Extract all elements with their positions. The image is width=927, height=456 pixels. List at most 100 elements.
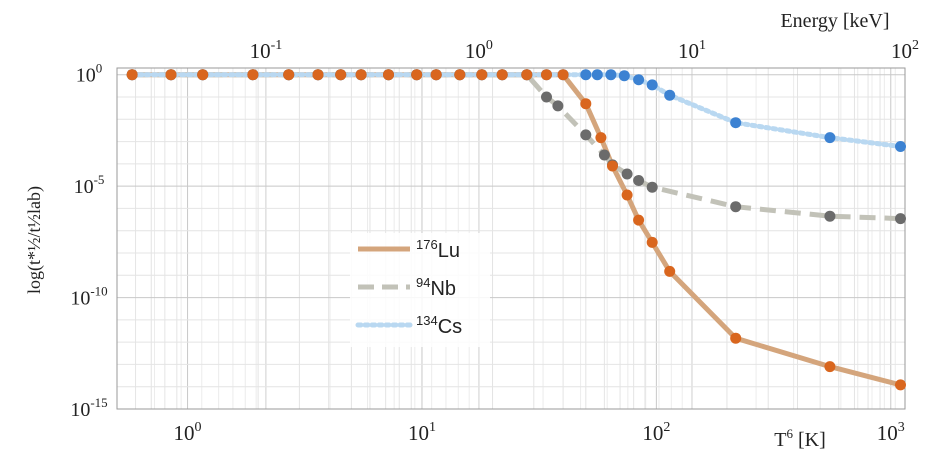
y-tick-label-exp: 0 xyxy=(96,61,103,76)
data-point-nb xyxy=(598,149,610,161)
top-tick-label-exp: -1 xyxy=(271,38,283,53)
data-point-lu xyxy=(126,69,138,81)
data-point-lu xyxy=(430,69,442,81)
y-tick-label: 10-10 xyxy=(70,284,107,310)
x-tick-label: 101 xyxy=(408,420,436,445)
top-tick-label: 100 xyxy=(465,38,493,63)
legend-entry-nb: 94Nb xyxy=(416,275,456,300)
data-point-nb xyxy=(730,201,742,213)
data-point-cs xyxy=(605,69,617,81)
x-tick-label-exp: 0 xyxy=(195,420,202,435)
data-point-lu xyxy=(454,69,466,81)
top-tick-label-exp: 1 xyxy=(699,38,706,53)
top-tick-label-base: 10 xyxy=(465,39,486,63)
data-point-lu xyxy=(580,98,592,110)
data-point-cs xyxy=(895,141,906,152)
data-point-nb xyxy=(633,175,645,186)
top-tick-label-base: 10 xyxy=(250,39,271,63)
data-point-lu xyxy=(283,69,295,81)
data-point-lu xyxy=(621,189,633,201)
data-point-cs xyxy=(730,117,742,129)
data-point-nb xyxy=(824,210,836,222)
series-layer xyxy=(126,69,906,391)
y-tick-label: 10-15 xyxy=(70,395,107,421)
legend-mass-number: 94 xyxy=(416,275,430,290)
x-tick-label-exp: 3 xyxy=(898,420,905,435)
data-point-lu xyxy=(312,69,324,81)
y-tick-label-base: 10 xyxy=(76,65,96,87)
data-point-cs xyxy=(591,69,603,81)
data-point-nb xyxy=(895,213,906,225)
x-axis-label-sup: 6 xyxy=(786,426,793,441)
y-tick-label: 100 xyxy=(76,61,103,87)
y-tick-label-base: 10 xyxy=(74,176,94,198)
data-point-lu xyxy=(383,69,394,81)
data-point-cs xyxy=(664,89,676,101)
legend: 176Lu 94Nb 134Cs xyxy=(350,233,490,347)
y-axis-label: log(t*½/t½lab) xyxy=(24,186,45,294)
y-tick-label-exp: -15 xyxy=(90,395,107,410)
data-point-lu xyxy=(607,160,618,172)
data-point-lu xyxy=(496,69,508,81)
y-tick-label-exp: -10 xyxy=(90,284,107,299)
top-axis-label: Energy [keV] xyxy=(780,10,889,32)
data-point-lu xyxy=(646,236,658,248)
legend-mass-number: 176 xyxy=(416,237,438,252)
legend-entry-cs: 134Cs xyxy=(416,313,462,338)
data-point-lu xyxy=(355,69,367,81)
top-tick-label: 102 xyxy=(891,38,919,63)
data-point-lu xyxy=(730,332,742,344)
x-tick-label-base: 10 xyxy=(174,421,195,445)
data-point-lu xyxy=(895,379,906,391)
top-tick-label-exp: 0 xyxy=(486,38,493,53)
top-tick-label: 10-1 xyxy=(250,38,283,63)
x-tick-label: 100 xyxy=(174,420,202,445)
data-point-lu xyxy=(541,69,552,81)
data-point-lu xyxy=(165,69,177,81)
legend-element-name: Nb xyxy=(430,278,456,300)
x-axis-label: T6 [K] xyxy=(774,426,825,451)
data-point-lu xyxy=(664,265,676,277)
data-point-lu xyxy=(557,69,569,81)
x-tick-label-base: 10 xyxy=(642,421,663,445)
legend-element-name: Lu xyxy=(438,240,460,262)
data-point-lu xyxy=(476,69,488,81)
x-tick-label-base: 10 xyxy=(877,421,898,445)
data-point-lu xyxy=(633,214,645,226)
data-point-nb xyxy=(541,91,552,103)
data-point-nb xyxy=(646,181,658,193)
data-point-lu xyxy=(595,132,607,144)
top-tick-label: 101 xyxy=(678,38,706,63)
y-tick-label-exp: -5 xyxy=(94,172,105,187)
y-tick-label-base: 10 xyxy=(70,399,90,421)
x-tick-label-base: 10 xyxy=(408,421,429,445)
data-point-nb xyxy=(621,168,633,180)
plot-frame xyxy=(116,67,906,410)
legend-box xyxy=(350,233,490,347)
x-tick-label-exp: 2 xyxy=(663,420,670,435)
x-axis-label-unit: [K] xyxy=(793,429,826,451)
data-point-cs xyxy=(633,74,645,86)
top-tick-label-base: 10 xyxy=(891,39,912,63)
x-tick-label-exp: 1 xyxy=(429,420,436,435)
y-tick-label: 10-5 xyxy=(74,172,105,198)
top-tick-label-base: 10 xyxy=(678,39,699,63)
y-tick-label-base: 10 xyxy=(70,288,90,310)
data-point-cs xyxy=(580,69,592,81)
data-point-cs xyxy=(618,70,630,82)
data-point-lu xyxy=(247,69,259,81)
data-point-lu xyxy=(335,69,347,81)
x-axis-label-base: T xyxy=(774,429,786,451)
data-point-nb xyxy=(552,100,564,112)
legend-mass-number: 134 xyxy=(416,313,438,328)
legend-element-name: Cs xyxy=(438,316,462,338)
data-point-nb xyxy=(580,129,592,141)
data-point-cs xyxy=(646,79,658,91)
x-tick-label: 103 xyxy=(877,420,905,445)
data-point-cs xyxy=(824,132,836,144)
data-point-lu xyxy=(824,361,836,373)
x-tick-label: 102 xyxy=(642,420,670,445)
